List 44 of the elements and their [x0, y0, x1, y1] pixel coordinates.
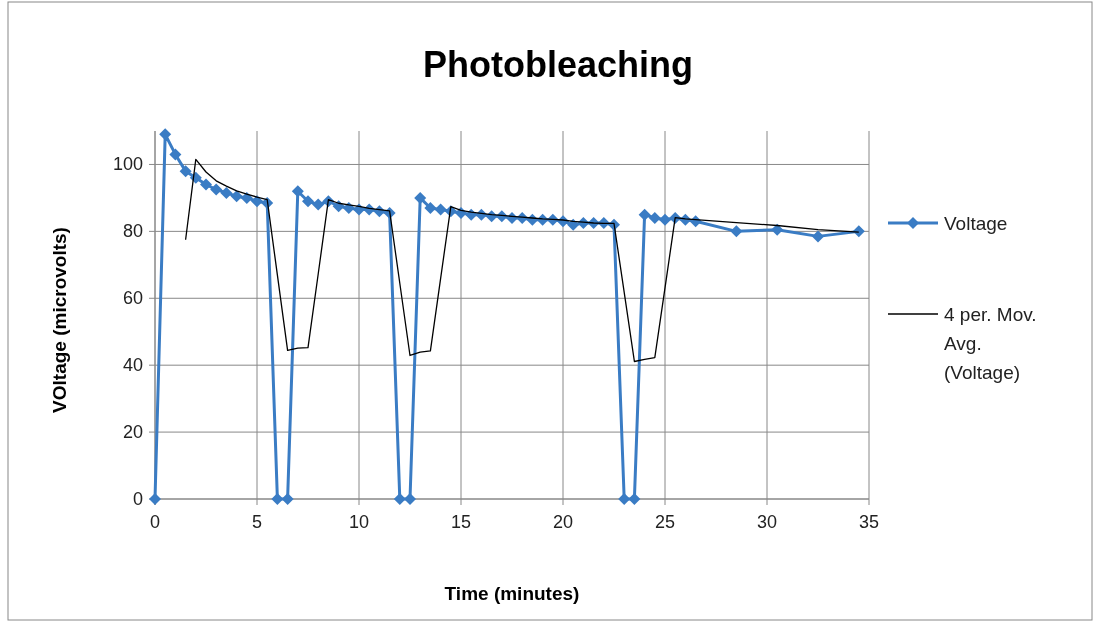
x-tick-label: 25 [654, 512, 676, 532]
point [220, 186, 233, 199]
x-tick-label: 20 [552, 512, 574, 532]
point [240, 191, 253, 204]
legend-label: 4 per. Mov. Avg. (Voltage) [944, 304, 1037, 383]
point [648, 211, 661, 224]
y-tick-label: 40 [122, 355, 143, 376]
x-axis-title: Time (minutes) [444, 583, 580, 604]
point [312, 198, 325, 211]
x-tick-label: 30 [756, 512, 778, 532]
y-tick-label: 0 [132, 489, 143, 509]
point [730, 225, 743, 238]
point [628, 493, 641, 505]
point [424, 201, 437, 214]
point [771, 223, 784, 236]
point [567, 218, 580, 231]
point [251, 195, 263, 208]
point [414, 191, 427, 204]
y-tick-label: 60 [122, 288, 143, 309]
point [659, 213, 671, 226]
x-tick-label: 5 [251, 512, 263, 532]
point [638, 208, 651, 221]
point [281, 493, 294, 505]
chart-title: Photobleaching [423, 44, 693, 85]
y-tick-label: 20 [122, 422, 143, 443]
point [812, 230, 824, 243]
x-tick-label: 0 [149, 512, 161, 532]
point [230, 190, 243, 203]
point [434, 203, 447, 216]
y-tick-label: 100 [112, 154, 143, 175]
point [404, 493, 416, 505]
x-tick-label: 10 [348, 512, 370, 532]
point [200, 178, 212, 191]
point [210, 183, 223, 196]
x-tick-label: 15 [450, 512, 472, 532]
y-axis-title: VOltage (microvolts) [49, 227, 70, 413]
legend-label: Voltage [944, 213, 1008, 234]
point [271, 493, 284, 505]
x-tick-label: 35 [858, 512, 880, 532]
y-tick-label: 80 [122, 221, 143, 242]
point [393, 493, 406, 505]
point [179, 165, 192, 178]
point [169, 148, 182, 161]
point [302, 195, 314, 208]
